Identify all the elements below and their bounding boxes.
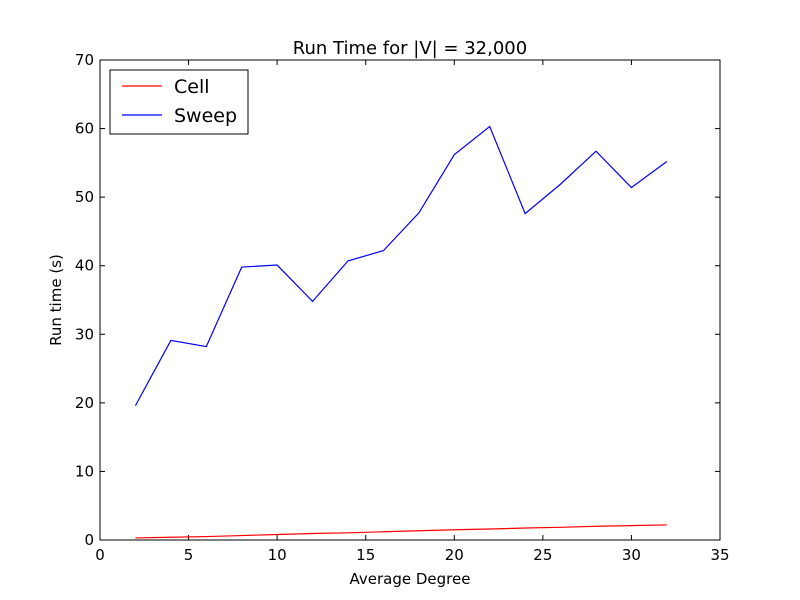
series-line-cell xyxy=(135,524,667,539)
y-tick-label: 70 xyxy=(75,51,94,69)
y-tick-label: 40 xyxy=(75,257,94,275)
axis-ticks: 0 5 10 15 20 25 30 35 0 10 20 30 40 50 60 70 xyxy=(75,51,730,564)
x-axis-label: Average Degree xyxy=(350,570,471,588)
y-axis-label: Run time (s) xyxy=(47,254,65,346)
x-tick-label: 5 xyxy=(184,546,194,564)
x-tick-label: 30 xyxy=(622,546,641,564)
x-tick-label: 35 xyxy=(710,546,729,564)
x-tick-label: 15 xyxy=(356,546,375,564)
legend-box xyxy=(109,69,249,135)
y-tick-label: 30 xyxy=(75,325,94,343)
y-tick-label: 20 xyxy=(75,394,94,412)
x-tick-label: 25 xyxy=(533,546,552,564)
y-tick-label: 60 xyxy=(75,120,94,138)
legend-label-cell: Cell xyxy=(174,76,210,98)
chart-title: Run Time for |V| = 32,000 xyxy=(293,38,527,59)
x-tick-label: 20 xyxy=(445,546,464,564)
y-tick-label: 0 xyxy=(84,531,94,549)
x-tick-label: 10 xyxy=(268,546,287,564)
x-tick-label: 0 xyxy=(95,546,105,564)
legend: Cell Sweep xyxy=(109,69,249,135)
plot-frame xyxy=(99,59,721,541)
series-layer xyxy=(134,125,668,539)
legend-label-sweep: Sweep xyxy=(174,105,237,127)
y-tick-label: 10 xyxy=(75,462,94,480)
series-line-sweep xyxy=(134,125,668,406)
y-tick-label: 50 xyxy=(75,188,94,206)
